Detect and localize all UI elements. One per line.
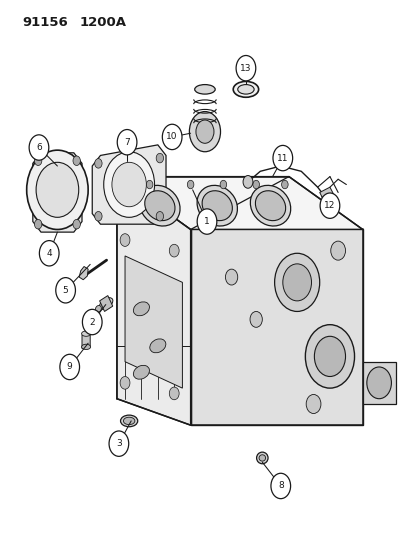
- Circle shape: [306, 394, 320, 414]
- Text: 2: 2: [89, 318, 95, 327]
- Text: 91156: 91156: [23, 15, 68, 29]
- Text: 1: 1: [204, 217, 209, 226]
- Ellipse shape: [250, 185, 290, 226]
- Circle shape: [60, 354, 79, 379]
- Text: 11: 11: [276, 154, 288, 163]
- Circle shape: [249, 311, 262, 327]
- Text: 12: 12: [323, 201, 335, 210]
- Polygon shape: [100, 296, 112, 311]
- Ellipse shape: [255, 191, 285, 221]
- Circle shape: [109, 431, 128, 456]
- Circle shape: [272, 146, 292, 171]
- Circle shape: [39, 240, 59, 266]
- Circle shape: [104, 152, 154, 217]
- Text: 3: 3: [116, 439, 121, 448]
- Circle shape: [121, 180, 128, 189]
- Text: 8: 8: [277, 481, 283, 490]
- Polygon shape: [33, 153, 82, 232]
- Circle shape: [282, 264, 311, 301]
- Circle shape: [117, 130, 137, 155]
- Circle shape: [120, 376, 130, 389]
- Circle shape: [29, 135, 49, 160]
- Ellipse shape: [256, 452, 268, 464]
- Ellipse shape: [81, 331, 90, 336]
- Circle shape: [187, 180, 193, 189]
- Text: 1200A: 1200A: [80, 15, 127, 29]
- Text: 4: 4: [46, 249, 52, 258]
- Polygon shape: [79, 266, 88, 280]
- Circle shape: [319, 193, 339, 219]
- Circle shape: [313, 336, 345, 376]
- Ellipse shape: [197, 185, 237, 226]
- Polygon shape: [116, 176, 362, 230]
- Ellipse shape: [81, 344, 90, 350]
- Circle shape: [34, 220, 42, 229]
- Circle shape: [146, 180, 152, 189]
- Ellipse shape: [133, 365, 149, 379]
- Ellipse shape: [133, 302, 149, 316]
- Circle shape: [56, 278, 75, 303]
- Ellipse shape: [120, 415, 138, 427]
- Circle shape: [73, 156, 80, 165]
- Circle shape: [225, 269, 237, 285]
- Circle shape: [156, 212, 163, 221]
- Circle shape: [270, 473, 290, 499]
- Ellipse shape: [139, 185, 180, 226]
- Ellipse shape: [145, 191, 175, 221]
- Circle shape: [120, 233, 130, 246]
- Ellipse shape: [95, 305, 101, 312]
- Circle shape: [112, 163, 146, 207]
- Polygon shape: [116, 176, 190, 425]
- Circle shape: [330, 241, 345, 260]
- Circle shape: [189, 111, 220, 152]
- Circle shape: [26, 150, 88, 230]
- Circle shape: [252, 180, 259, 189]
- Circle shape: [82, 309, 102, 335]
- Ellipse shape: [99, 298, 113, 309]
- Ellipse shape: [194, 85, 215, 94]
- Circle shape: [197, 209, 216, 234]
- Ellipse shape: [233, 82, 258, 98]
- Text: 5: 5: [63, 286, 68, 295]
- Circle shape: [220, 180, 226, 189]
- Circle shape: [73, 220, 80, 229]
- Ellipse shape: [202, 191, 232, 221]
- Ellipse shape: [237, 85, 254, 94]
- Circle shape: [235, 55, 255, 81]
- Circle shape: [195, 120, 214, 143]
- Circle shape: [242, 175, 252, 188]
- Polygon shape: [190, 230, 362, 425]
- Polygon shape: [92, 145, 166, 224]
- Text: 9: 9: [66, 362, 72, 372]
- Circle shape: [34, 156, 42, 165]
- Ellipse shape: [259, 455, 265, 461]
- Circle shape: [95, 212, 102, 221]
- Circle shape: [281, 180, 287, 189]
- Polygon shape: [125, 256, 182, 388]
- Circle shape: [36, 163, 78, 217]
- Text: 13: 13: [240, 63, 251, 72]
- Ellipse shape: [150, 339, 166, 353]
- Circle shape: [162, 124, 182, 150]
- Circle shape: [156, 154, 163, 163]
- Circle shape: [274, 253, 319, 311]
- Circle shape: [366, 367, 390, 399]
- Text: 10: 10: [166, 132, 178, 141]
- Circle shape: [169, 244, 179, 257]
- Circle shape: [95, 159, 102, 168]
- Ellipse shape: [123, 417, 135, 425]
- Text: 7: 7: [124, 138, 130, 147]
- Circle shape: [169, 387, 179, 400]
- Polygon shape: [82, 333, 90, 349]
- Polygon shape: [319, 187, 333, 200]
- Polygon shape: [362, 362, 394, 404]
- Circle shape: [305, 325, 354, 388]
- Text: 6: 6: [36, 143, 42, 152]
